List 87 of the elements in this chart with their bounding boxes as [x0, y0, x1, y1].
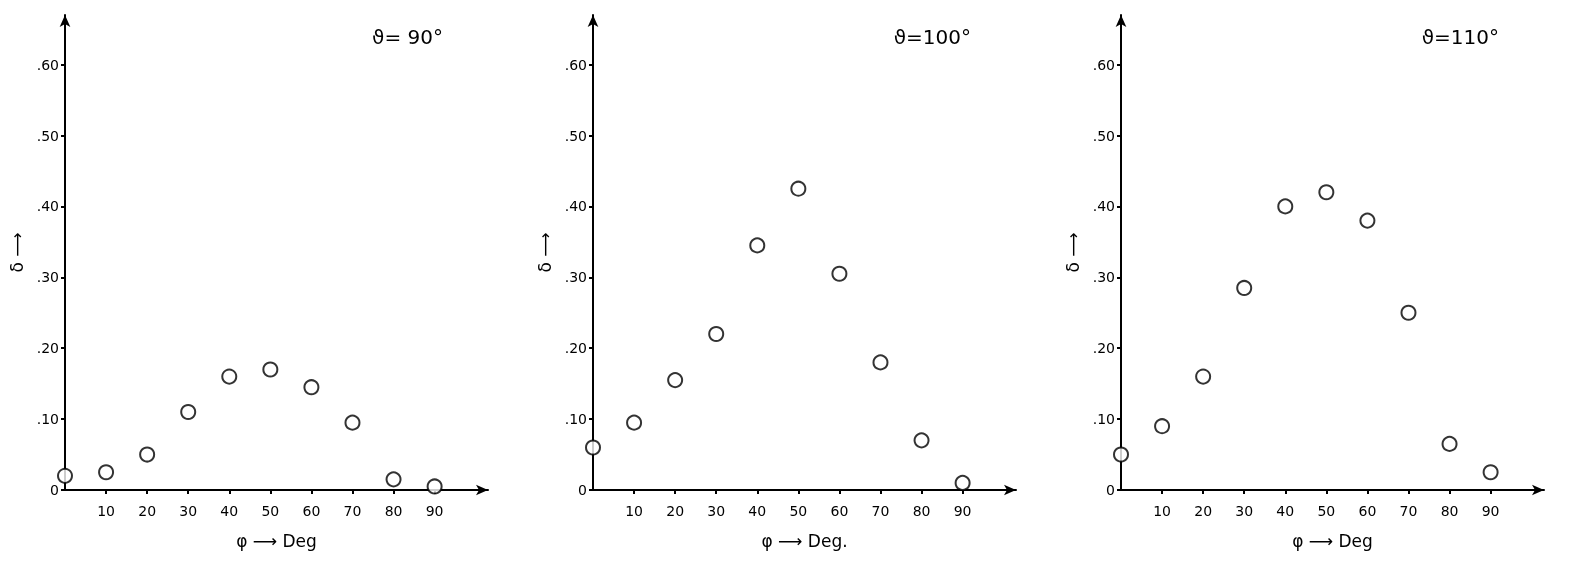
y-tick-label: .50: [564, 127, 587, 144]
point: [708, 326, 725, 343]
point: [57, 467, 73, 484]
x-tick-label: 60: [830, 503, 849, 519]
x-tick-label: 20: [138, 503, 157, 519]
y-axis-title: δ ⟶: [535, 232, 556, 273]
point: [1236, 279, 1253, 296]
text: ϑ= 90°: [372, 25, 444, 49]
x-tick-label: 30: [179, 503, 198, 519]
x-axis-title: φ ⟶ Deg.: [761, 530, 848, 551]
x-tick-label: 30: [707, 503, 726, 519]
y-tick-label: .50: [36, 127, 59, 144]
point: [1318, 184, 1335, 201]
y-tick-label: .10: [1092, 411, 1115, 428]
x-tick-label: 80: [384, 503, 403, 519]
x-axis-title: φ ⟶ Deg: [236, 530, 317, 551]
x-tick-label: 10: [625, 503, 643, 519]
y-tick-label: 0: [50, 482, 59, 498]
text: ϑ=110°: [1421, 25, 1500, 49]
point: [1113, 446, 1129, 463]
x-tick-label: 20: [666, 503, 685, 519]
point: [1482, 464, 1499, 481]
point: [790, 180, 807, 197]
point: [303, 379, 320, 396]
y-tick-label: 0: [578, 482, 587, 498]
x-tick-label: 30: [1235, 503, 1254, 519]
x-tick-label: 40: [1276, 503, 1295, 519]
x-tick-label: 80: [1440, 503, 1459, 519]
x-tick-label: 70: [871, 503, 890, 519]
x-tick-label: 90: [425, 503, 444, 519]
point: [1277, 198, 1294, 215]
point: [1359, 212, 1376, 229]
y-tick-label: .30: [564, 269, 587, 286]
point: [180, 404, 197, 421]
y-tick-label: .60: [36, 56, 59, 73]
point: [1154, 418, 1171, 435]
point: [954, 474, 971, 491]
y-tick-label: .30: [36, 269, 59, 286]
point: [98, 464, 115, 481]
point: [1195, 368, 1212, 385]
y-tick-label: .40: [1092, 198, 1115, 215]
y-tick-label: .40: [564, 198, 587, 215]
point: [426, 478, 443, 495]
point: [139, 446, 156, 463]
x-tick-label: 10: [97, 503, 115, 519]
x-tick-label: 90: [953, 503, 972, 519]
x-tick-label: 40: [220, 503, 239, 519]
point: [1441, 435, 1458, 452]
x-tick-label: 40: [748, 503, 767, 519]
y-tick-label: .30: [1092, 269, 1115, 286]
point: [749, 237, 766, 254]
y-tick-label: .60: [1092, 56, 1115, 73]
point: [221, 368, 238, 385]
point: [385, 471, 402, 488]
point: [344, 414, 361, 431]
y-tick-label: .20: [36, 340, 59, 357]
x-tick-label: 60: [1358, 503, 1377, 519]
point: [872, 354, 889, 371]
point: [585, 439, 601, 456]
x-tick-label: 50: [789, 503, 808, 519]
x-tick-label: 70: [1399, 503, 1418, 519]
y-tick-label: .10: [36, 411, 59, 428]
x-tick-label: 60: [302, 503, 321, 519]
point: [831, 265, 848, 282]
point: [1400, 304, 1417, 321]
point: [262, 361, 279, 378]
point: [626, 414, 643, 431]
y-tick-label: .40: [36, 198, 59, 215]
x-tick-label: 70: [343, 503, 362, 519]
x-tick-label: 50: [1317, 503, 1336, 519]
x-axis-title: φ ⟶ Deg: [1292, 530, 1373, 551]
y-tick-label: .20: [1092, 340, 1115, 357]
x-tick-label: 80: [912, 503, 931, 519]
x-tick-label: 50: [261, 503, 280, 519]
y-tick-label: .10: [564, 411, 587, 428]
x-tick-label: 20: [1194, 503, 1213, 519]
point: [913, 432, 930, 449]
y-axis-title: δ ⟶: [7, 232, 28, 273]
point: [667, 372, 684, 389]
y-tick-label: .60: [564, 56, 587, 73]
y-tick-label: .50: [1092, 127, 1115, 144]
x-tick-label: 90: [1481, 503, 1500, 519]
y-axis-title: δ ⟶: [1063, 232, 1084, 273]
y-tick-label: .20: [564, 340, 587, 357]
x-tick-label: 10: [1153, 503, 1171, 519]
text: ϑ=100°: [893, 25, 972, 49]
y-tick-label: 0: [1106, 482, 1115, 498]
